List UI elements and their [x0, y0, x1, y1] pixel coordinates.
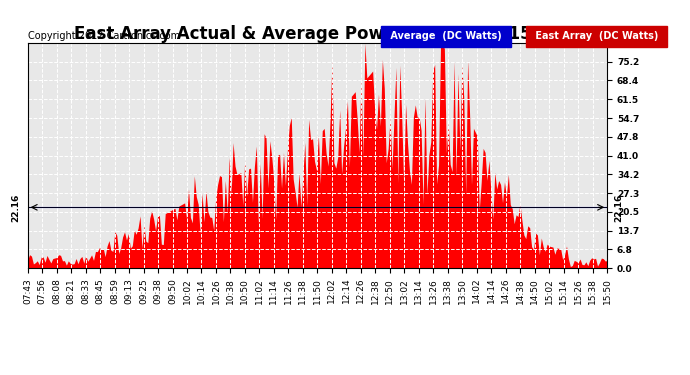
Text: Copyright 2012 Cartronics.com: Copyright 2012 Cartronics.com [28, 31, 179, 41]
Text: Average  (DC Watts): Average (DC Watts) [387, 31, 505, 41]
Text: East Array  (DC Watts): East Array (DC Watts) [532, 31, 662, 41]
Text: 22.16: 22.16 [615, 193, 624, 222]
Text: 22.16: 22.16 [11, 193, 21, 222]
Title: East Array Actual & Average Power Sun Dec 9 15:52: East Array Actual & Average Power Sun De… [74, 25, 561, 43]
